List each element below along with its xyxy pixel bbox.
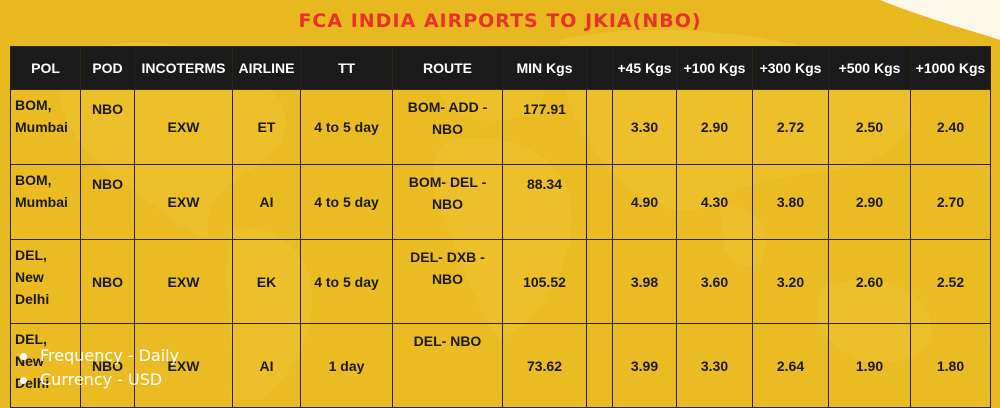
cell-500-kgs: 2.60 [828, 239, 911, 324]
cell-airline: AI [232, 164, 301, 240]
cell-incoterms: EXW [134, 164, 233, 240]
cell-45-kgs: 3.30 [612, 89, 677, 165]
cell-airline: ET [232, 89, 301, 165]
cell-300-kgs: 2.64 [752, 323, 829, 408]
cell-300-kgs: 2.72 [752, 89, 829, 165]
cell-pol: DEL, New Delhi [10, 239, 81, 324]
cell-300-kgs: 3.80 [752, 164, 829, 240]
header-airline: AIRLINE [232, 46, 301, 90]
cell-min-kgs: 177.91 [502, 89, 587, 165]
header-pod: POD [80, 46, 135, 90]
bullet-icon [20, 377, 27, 384]
cell-45-kgs: 3.99 [612, 323, 677, 408]
cell-pol: DEL, New Delhi [10, 323, 81, 408]
header-blank [586, 46, 613, 90]
note-frequency: Frequency - Daily [18, 344, 179, 368]
cell-min-kgs: 73.62 [502, 323, 587, 408]
cell-blank [586, 89, 613, 165]
table-row: DEL, New Delhi NBO EXW EK 4 to 5 day DEL… [10, 239, 991, 324]
cell-tt: 1 day [300, 323, 393, 408]
page-title: FCA INDIA AIRPORTS TO JKIA(NBO) [298, 10, 702, 32]
header-incoterms: INCOTERMS [134, 46, 233, 90]
table-row: DEL, New Delhi NBO EXW AI 1 day DEL- NBO… [10, 323, 991, 408]
cell-pod: NBO [80, 164, 135, 240]
header-route: ROUTE [392, 46, 503, 90]
cell-500-kgs: 2.90 [828, 164, 911, 240]
cell-100-kgs: 3.60 [676, 239, 753, 324]
cell-blank [586, 323, 613, 408]
header-45-kgs: +45 Kgs [612, 46, 677, 90]
rates-table: POL POD INCOTERMS AIRLINE TT ROUTE MIN K… [10, 46, 991, 408]
cell-blank [586, 239, 613, 324]
cell-1000-kgs: 2.70 [910, 164, 991, 240]
cell-1000-kgs: 1.80 [910, 323, 991, 408]
cell-tt: 4 to 5 day [300, 164, 393, 240]
cell-route: BOM- DEL - NBO [392, 164, 503, 240]
cell-pod: NBO [80, 89, 135, 165]
cell-500-kgs: 1.90 [828, 323, 911, 408]
cell-min-kgs: 88.34 [502, 164, 587, 240]
note-currency-text: Currency - USD [40, 370, 163, 389]
cell-300-kgs: 3.20 [752, 239, 829, 324]
cell-pol: BOM, Mumbai [10, 164, 81, 240]
cell-100-kgs: 4.30 [676, 164, 753, 240]
cell-blank [586, 164, 613, 240]
cell-incoterms: EXW [134, 89, 233, 165]
cell-incoterms: EXW [134, 323, 233, 408]
note-frequency-text: Frequency - Daily [40, 346, 180, 365]
cell-min-kgs: 105.52 [502, 239, 587, 324]
header-pol: POL [10, 46, 81, 90]
cell-45-kgs: 3.98 [612, 239, 677, 324]
bullet-icon [20, 353, 27, 360]
cell-45-kgs: 4.90 [612, 164, 677, 240]
cell-tt: 4 to 5 day [300, 89, 393, 165]
header-1000-kgs: +1000 Kgs [910, 46, 991, 90]
cell-airline: EK [232, 239, 301, 324]
note-currency: Currency - USD [18, 368, 179, 392]
table-row: BOM, Mumbai NBO EXW AI 4 to 5 day BOM- D… [10, 164, 991, 240]
cell-1000-kgs: 2.52 [910, 239, 991, 324]
cell-pol: BOM, Mumbai [10, 89, 81, 165]
header-300-kgs: +300 Kgs [752, 46, 829, 90]
cell-500-kgs: 2.50 [828, 89, 911, 165]
cell-100-kgs: 3.30 [676, 323, 753, 408]
header-min-kgs: MIN Kgs [502, 46, 587, 90]
header-500-kgs: +500 Kgs [828, 46, 911, 90]
cell-route: DEL- NBO [392, 323, 503, 408]
cell-pod: NBO [80, 239, 135, 324]
table-row: BOM, Mumbai NBO EXW ET 4 to 5 day BOM- A… [10, 89, 991, 165]
cell-incoterms: EXW [134, 239, 233, 324]
table-header-row: POL POD INCOTERMS AIRLINE TT ROUTE MIN K… [10, 46, 991, 90]
cell-1000-kgs: 2.40 [910, 89, 991, 165]
header-100-kgs: +100 Kgs [676, 46, 753, 90]
cell-route: BOM- ADD - NBO [392, 89, 503, 165]
notes-list: Frequency - Daily Currency - USD [18, 344, 179, 392]
cell-tt: 4 to 5 day [300, 239, 393, 324]
header-tt: TT [300, 46, 393, 90]
cell-100-kgs: 2.90 [676, 89, 753, 165]
cell-route: DEL- DXB - NBO [392, 239, 503, 324]
cell-airline: AI [232, 323, 301, 408]
